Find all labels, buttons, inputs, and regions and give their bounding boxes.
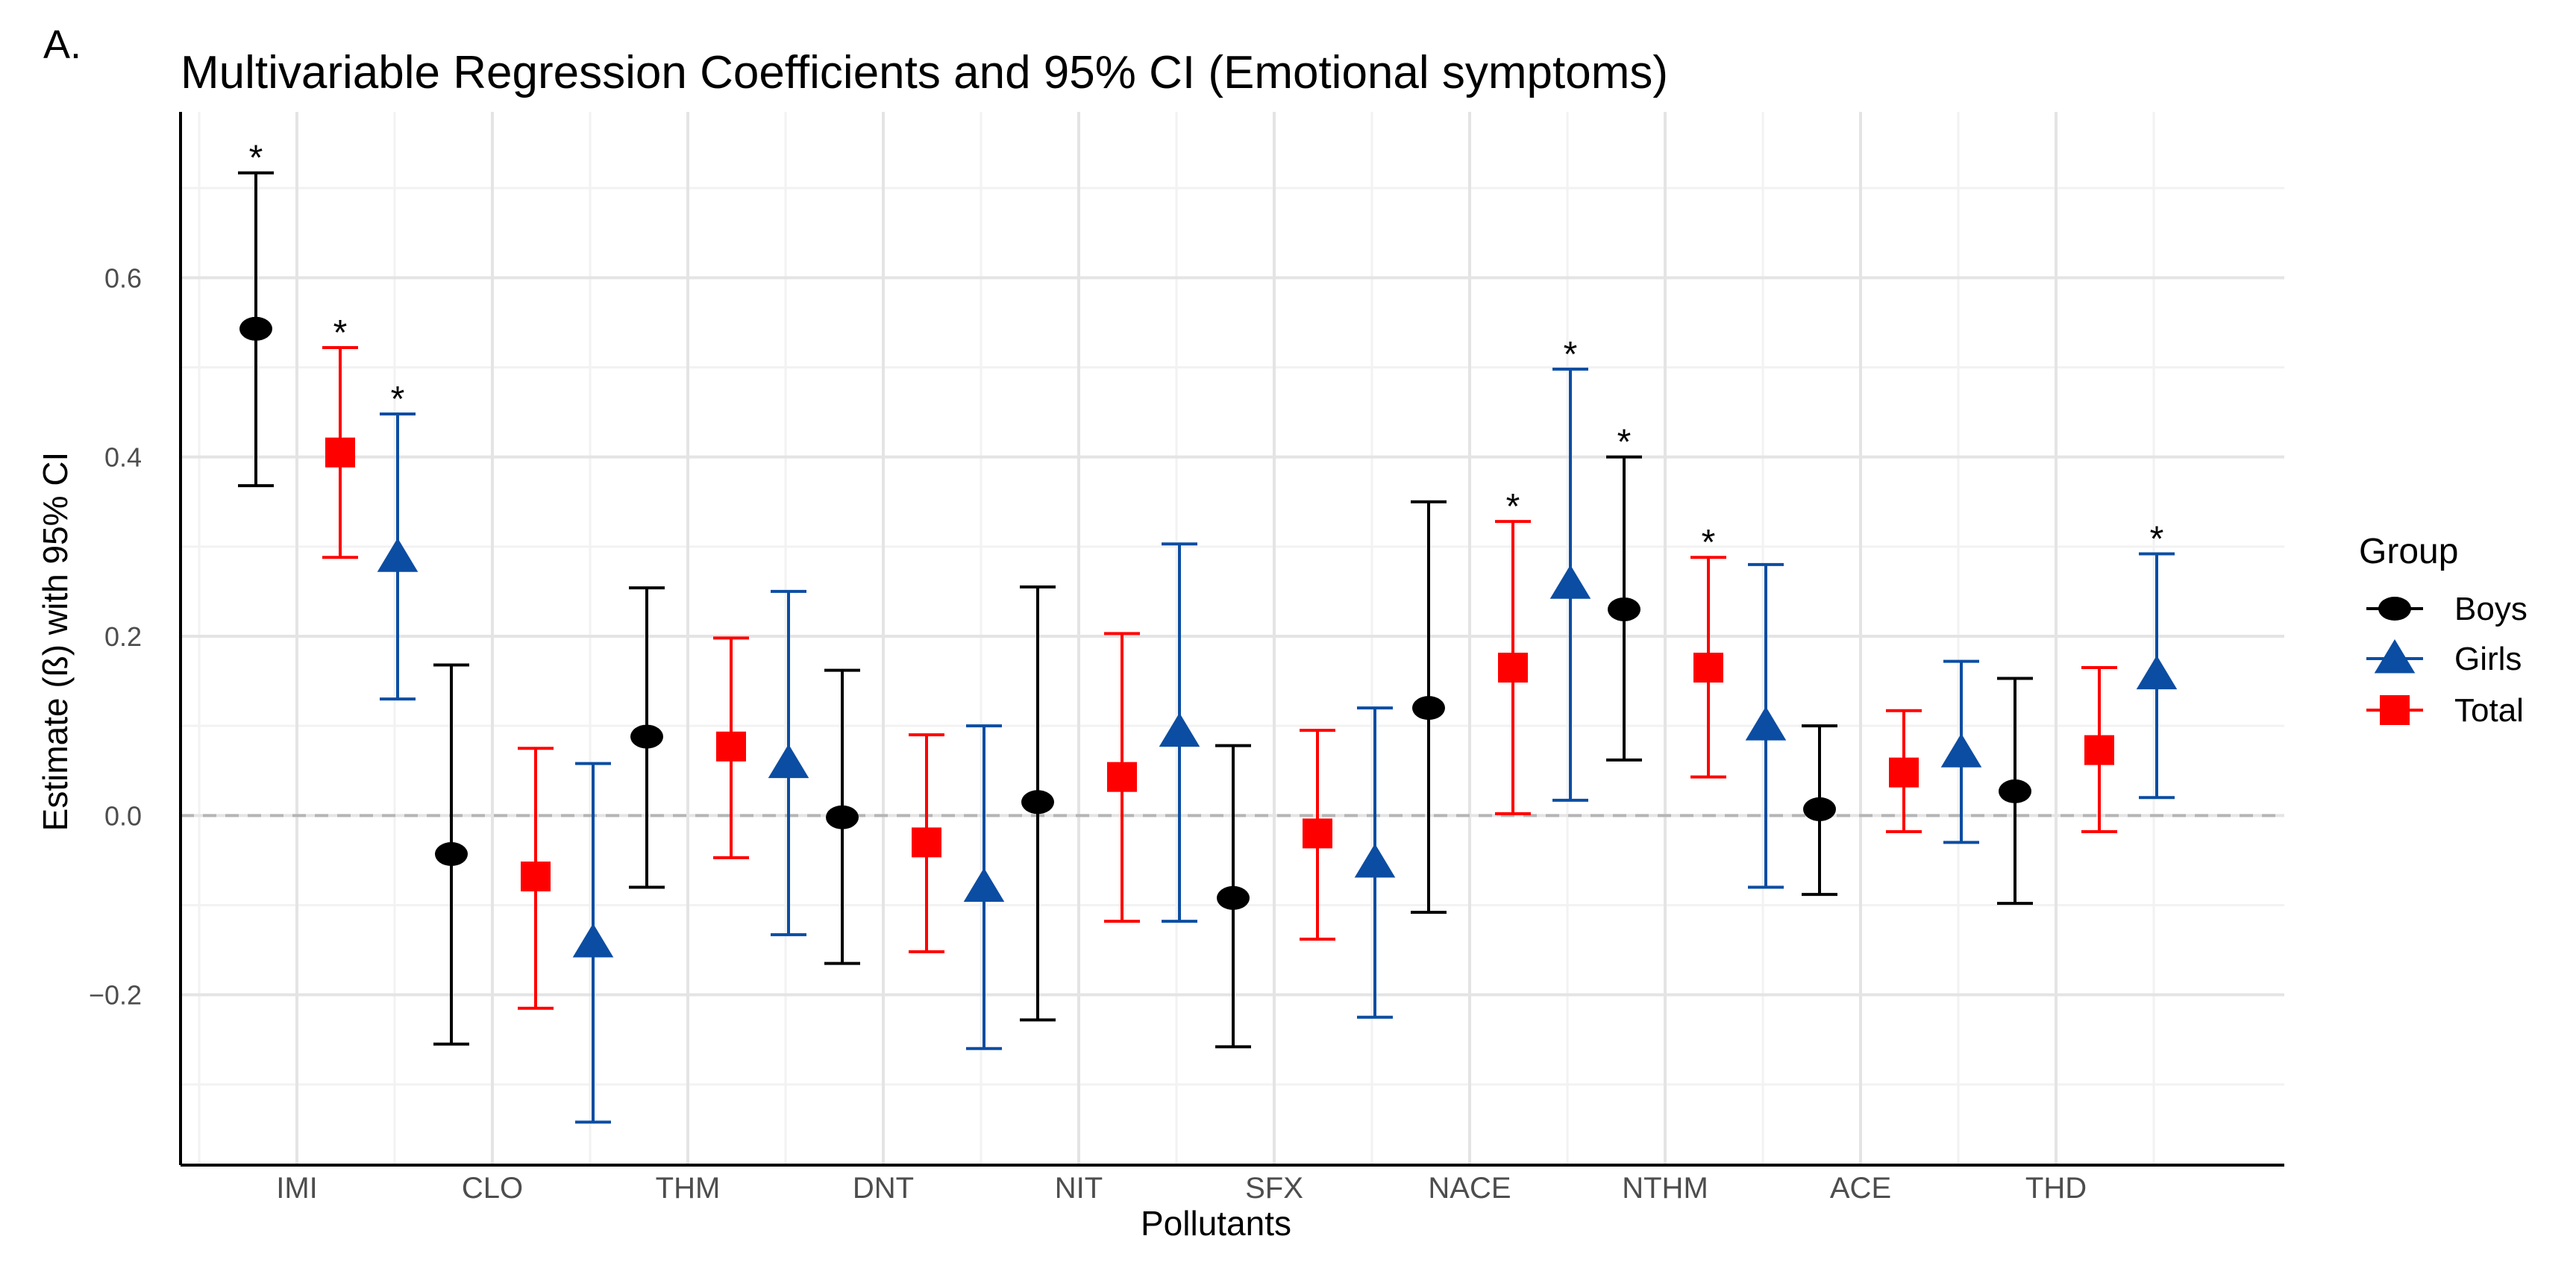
legend: Group Boys Girls Total <box>2359 532 2528 729</box>
total-estimate-point <box>325 437 355 468</box>
x-tick-label: CLO <box>462 1172 523 1205</box>
y-tick-label: 0.0 <box>104 800 142 831</box>
series-girls <box>377 367 2178 1124</box>
legend-label-total: Total <box>2454 692 2524 729</box>
girls-estimate-point <box>963 867 1005 902</box>
boys-estimate-point <box>435 842 468 867</box>
significance-star: * <box>1564 335 1578 374</box>
legend-item-total: Total <box>2366 692 2524 729</box>
total-estimate-point <box>1693 653 1723 683</box>
x-tick-label: IMI <box>276 1172 318 1205</box>
y-tick-label: 0.4 <box>104 442 142 473</box>
total-estimate-point <box>716 731 746 762</box>
girls-estimate-point <box>377 538 419 572</box>
boys-estimate-point <box>630 724 663 749</box>
legend-label-girls: Girls <box>2454 641 2522 677</box>
y-tick-label: 0.6 <box>104 263 142 293</box>
total-estimate-point <box>521 862 551 892</box>
girls-estimate-point <box>1159 712 1200 747</box>
total-estimate-point <box>1889 757 1919 788</box>
significance-star: * <box>333 313 348 353</box>
boys-estimate-point <box>1217 885 1250 910</box>
girls-estimate-point <box>1354 844 1396 878</box>
girls-estimate-point <box>572 923 614 958</box>
boys-estimate-point <box>1999 779 2031 803</box>
y-tick-label: 0.2 <box>104 621 142 652</box>
panel-label: A. <box>43 22 81 67</box>
y-tick-label: −0.2 <box>89 980 142 1011</box>
x-tick-label: SFX <box>1245 1172 1303 1205</box>
boys-estimate-point <box>1803 797 1836 821</box>
x-axis-label: Pollutants <box>1141 1204 1291 1243</box>
total-estimate-point <box>1107 762 1137 792</box>
total-estimate-point <box>1498 653 1528 683</box>
boys-estimate-point <box>1608 597 1640 621</box>
x-tick-label: ACE <box>1830 1172 1891 1205</box>
significance-star: * <box>2150 519 2164 559</box>
series-total <box>322 346 2117 1010</box>
legend-label-boys: Boys <box>2454 591 2528 627</box>
chart-title: Multivariable Regression Coefficients an… <box>181 47 1668 98</box>
legend-title: Group <box>2359 532 2458 571</box>
girls-estimate-point <box>1745 706 1787 741</box>
text-layer: A. Multivariable Regression Coefficients… <box>36 22 2163 1243</box>
x-tick-label: DNT <box>853 1172 914 1205</box>
y-axis-label: Estimate (ß) with 95% CI <box>36 452 75 832</box>
legend-marker-total <box>2380 695 2410 725</box>
girls-estimate-point <box>768 744 809 779</box>
boys-estimate-point <box>826 805 859 829</box>
legend-item-boys: Boys <box>2366 591 2528 627</box>
significance-star: * <box>249 139 263 178</box>
total-estimate-point <box>2084 735 2114 765</box>
significance-star: * <box>1617 423 1632 462</box>
legend-marker-girls <box>2374 639 2416 674</box>
legend-marker-boys <box>2378 597 2411 621</box>
girls-estimate-point <box>1549 565 1591 599</box>
x-tick-label: NTHM <box>1622 1172 1708 1205</box>
girls-estimate-point <box>2136 655 2178 690</box>
total-estimate-point <box>1303 818 1332 849</box>
significance-star: * <box>1702 523 1716 562</box>
x-tick-label: NACE <box>1428 1172 1511 1205</box>
boys-estimate-point <box>239 316 272 341</box>
girls-estimate-point <box>1940 733 1982 768</box>
series <box>238 171 2178 1124</box>
x-tick-label: THD <box>2025 1172 2087 1205</box>
series-boys <box>238 171 2033 1049</box>
boys-estimate-point <box>1412 696 1445 721</box>
boys-estimate-point <box>1021 790 1054 815</box>
total-estimate-point <box>912 827 941 858</box>
significance-star: * <box>391 380 405 419</box>
x-tick-label: NIT <box>1055 1172 1103 1205</box>
legend-item-girls: Girls <box>2366 639 2522 677</box>
x-tick-label: THM <box>656 1172 721 1205</box>
significance-star: * <box>1506 487 1520 527</box>
